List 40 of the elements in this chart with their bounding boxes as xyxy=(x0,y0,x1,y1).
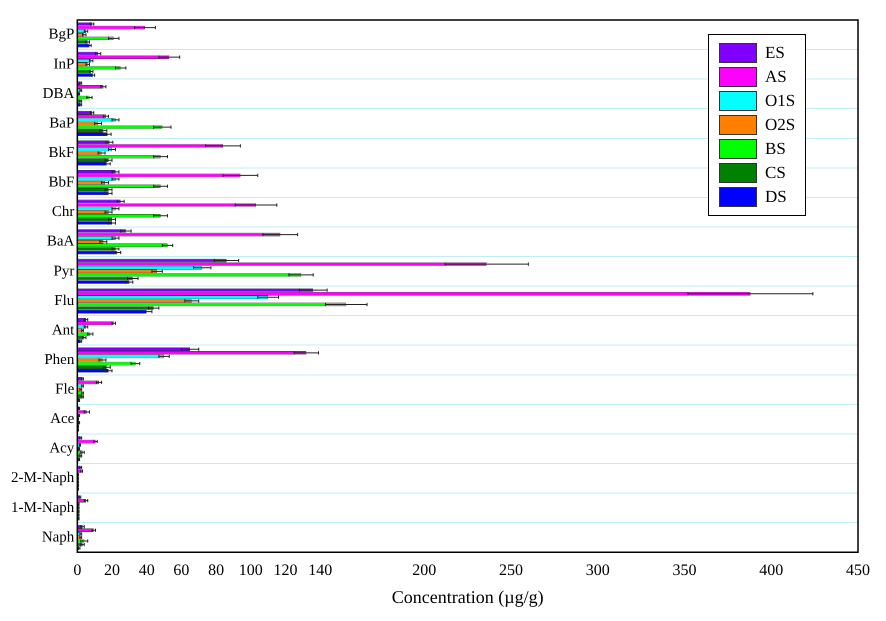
x-tick-label: 400 xyxy=(759,562,784,580)
x-tick-label: 80 xyxy=(208,562,224,580)
legend-label: O2S xyxy=(765,115,796,135)
y-tick-label: BkF xyxy=(48,144,74,161)
x-tick-label: 100 xyxy=(238,562,263,580)
legend-label: BS xyxy=(765,139,786,159)
legend-label: DS xyxy=(765,187,787,207)
y-tick-label: Phen xyxy=(44,352,75,368)
x-tick-label: 140 xyxy=(308,562,332,580)
legend-label: AS xyxy=(765,67,787,87)
y-tick-label: Pyr xyxy=(53,263,74,280)
y-tick-label: Chr xyxy=(52,204,74,220)
legend-label: CS xyxy=(765,163,786,183)
y-tick-label: Ant xyxy=(52,322,76,338)
y-tick-label: BaP xyxy=(49,115,74,132)
y-tick-label: Flu xyxy=(54,292,75,309)
y-tick-label: BgP xyxy=(48,26,74,43)
x-tick-label: 20 xyxy=(104,562,120,580)
y-tick-label: 2-M-Naph xyxy=(10,470,75,486)
y-tick-label: Ace xyxy=(50,411,75,428)
x-tick-label: 300 xyxy=(586,562,610,580)
x-tick-label: 350 xyxy=(672,562,697,580)
y-tick-label: 1-M-Naph xyxy=(10,500,75,516)
x-tick-label: 250 xyxy=(499,562,524,580)
legend-label: O1S xyxy=(765,91,796,111)
x-tick-label: 40 xyxy=(138,562,155,580)
y-tick-label: BbF xyxy=(48,174,74,191)
x-tick-label: 60 xyxy=(173,562,190,580)
x-tick-label: 0 xyxy=(73,562,82,580)
y-tick-label: DBA xyxy=(42,86,74,102)
x-axis-title: Concentration (µg/g) xyxy=(392,586,544,607)
y-tick-label: Naph xyxy=(42,529,75,546)
x-tick-label: 450 xyxy=(846,562,870,580)
y-tick-label: InP xyxy=(53,56,74,72)
y-tick-label: Acy xyxy=(49,440,75,457)
x-tick-label: 200 xyxy=(412,562,436,580)
y-tick-label: BaA xyxy=(46,234,74,250)
y-tick-label: Fle xyxy=(55,382,75,398)
legend-label: ES xyxy=(765,43,785,63)
x-tick-label: 120 xyxy=(274,562,298,580)
